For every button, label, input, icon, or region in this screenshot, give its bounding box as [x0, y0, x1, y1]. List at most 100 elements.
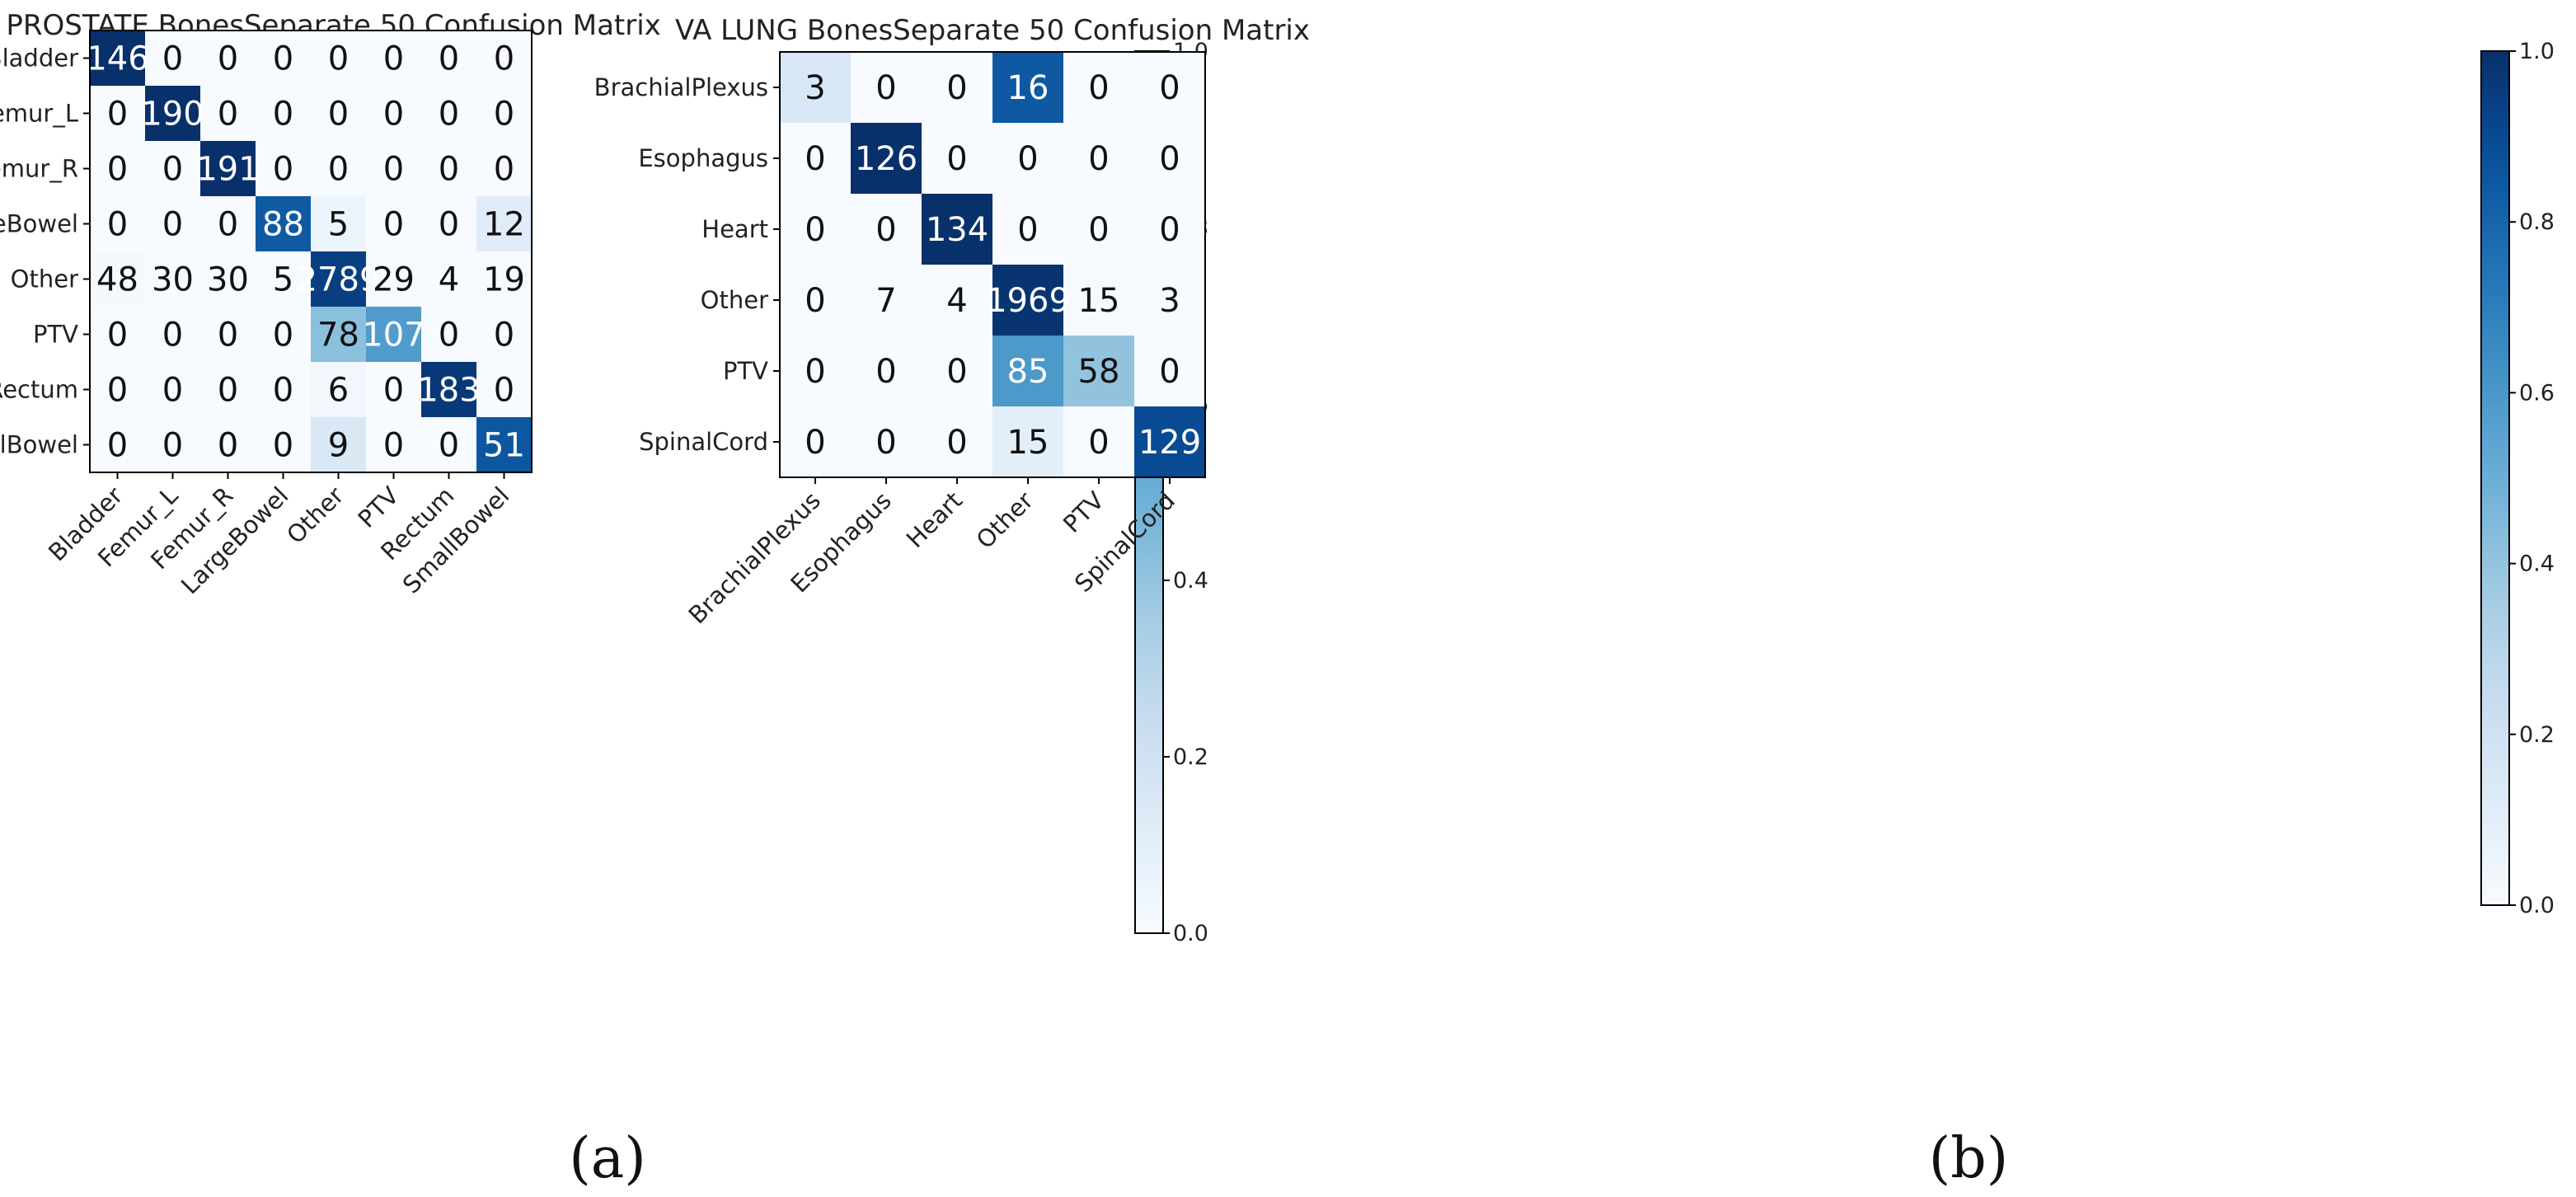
heatmap-cell [992, 123, 1064, 195]
heatmap-cell [311, 251, 367, 307]
heatmap-cell [1063, 265, 1135, 336]
heatmap-cell [922, 265, 993, 336]
heatmap-cell [1063, 336, 1135, 407]
cell-value-label: 191 [196, 151, 259, 189]
cell-value-label: 0 [805, 353, 825, 391]
cell-value-label: 0 [494, 151, 514, 189]
y-tick-label: BrachialPlexus [594, 73, 768, 101]
heatmap-cell [145, 362, 201, 418]
heatmap-cell [366, 141, 422, 197]
cell-value-label: 0 [494, 40, 514, 78]
heatmap-cell [476, 307, 533, 363]
cell-value-label: 0 [1088, 140, 1109, 178]
heatmap-cell [421, 141, 477, 197]
cell-value-labels: 3 0 0 16 0 00 126 0 0 0 00 0 134 0 0 00 7 4 1969 15 30 0 0 85 58… [805, 69, 1201, 462]
cell-value-labels: 146 0 0 0 0 0 0 00 190 0 0 0 0 0 00 0 191 0 0 0 0 00 0 0 88 5 0 0 12… [86, 40, 525, 465]
cell-value-label: 29 [373, 261, 415, 299]
cell-value-label: 5 [328, 206, 349, 244]
cell-value-label: 0 [439, 151, 459, 189]
cell-value-label: 190 [141, 96, 204, 134]
colorbar-tick-label: 0.0 [2519, 893, 2555, 918]
heatmap-cell [200, 251, 256, 307]
heatmap-cell [311, 31, 367, 87]
plot-frame [89, 30, 533, 473]
heatmap-cell [256, 141, 312, 197]
heatmap-cell [851, 406, 922, 478]
cell-value-label: 9 [328, 427, 349, 465]
cell-value-label: 0 [1159, 353, 1180, 391]
cell-value-label: 0 [107, 151, 128, 189]
heatmap-cell [780, 194, 852, 265]
cell-value-label: 0 [439, 206, 459, 244]
panel-caption: (b) [1929, 1126, 2009, 1191]
cell-value-label: 0 [1017, 211, 1038, 249]
heatmap-cell [922, 52, 993, 124]
heatmap-cell [992, 406, 1064, 478]
heatmap-cell [256, 251, 312, 307]
heatmap-cell [922, 406, 993, 478]
heatmap-cell [851, 194, 922, 265]
cell-value-label: 126 [855, 140, 917, 178]
heatmap-cell [311, 417, 367, 473]
cell-value-label: 0 [107, 317, 128, 354]
colorbar-tick-label: 0.2 [2519, 722, 2555, 748]
y-tick-label: PTV [33, 321, 78, 349]
heatmap-cell [200, 141, 256, 197]
cell-value-label: 6 [328, 372, 349, 410]
heatmap-cell [992, 194, 1064, 265]
cell-value-label: 0 [875, 69, 896, 107]
cell-value-label: 0 [162, 372, 183, 410]
cell-value-label: 4 [946, 282, 967, 320]
y-tick-label: Femur_L [0, 100, 78, 128]
cell-value-label: 129 [1138, 424, 1201, 462]
cell-value-label: 0 [273, 372, 293, 410]
heatmap-cell [366, 251, 422, 307]
heatmap-cell [1134, 194, 1206, 265]
cell-value-label: 0 [805, 424, 825, 462]
heatmap-cell [421, 86, 477, 142]
heatmap-cell [992, 336, 1064, 407]
colorbar-tick-label: 0.2 [1173, 744, 1208, 770]
cell-value-label: 0 [383, 151, 404, 189]
cell-value-label: 0 [439, 317, 459, 354]
cell-value-label: 0 [162, 317, 183, 354]
cell-value-label: 0 [946, 69, 967, 107]
colorbar-tick-label: 0.4 [2519, 552, 2555, 577]
heatmap-cell [256, 362, 312, 418]
cell-value-label: 0 [273, 40, 293, 78]
cell-value-label: 0 [439, 40, 459, 78]
heatmap-cell [145, 31, 201, 87]
y-tick-label: SmallBowel [0, 431, 78, 459]
heatmap-cell [256, 86, 312, 142]
cell-value-label: 5 [273, 261, 293, 299]
cell-value-label: 0 [1017, 140, 1038, 178]
heatmap-cell [200, 196, 256, 252]
heatmap-cell [145, 417, 201, 473]
heatmap-cell [421, 196, 477, 252]
heatmap-cell [256, 196, 312, 252]
cell-value-label: 0 [273, 317, 293, 354]
cell-value-label: 0 [875, 211, 896, 249]
heatmap-cell [366, 362, 422, 418]
heatmap-cell [780, 265, 852, 336]
cell-value-label: 0 [273, 151, 293, 189]
cell-value-label: 30 [152, 261, 194, 299]
chart-panel-0: VA PROSTATE BonesSeparate 50 Confusion M… [0, 9, 1208, 1191]
cell-value-label: 0 [439, 96, 459, 134]
colorbar-tick-label: 0.4 [1173, 568, 1208, 594]
heatmap-cell [476, 251, 533, 307]
heatmap-cell [90, 307, 146, 363]
heatmap-cell [476, 362, 533, 418]
heatmap-cell [780, 406, 852, 478]
cell-value-label: 0 [162, 206, 183, 244]
heatmap-cell [90, 196, 146, 252]
heatmap-cell [145, 141, 201, 197]
heatmap-cell [922, 194, 993, 265]
heatmap-cell [1063, 52, 1135, 124]
cell-value-label: 19 [483, 261, 525, 299]
heatmap-cell [851, 123, 922, 195]
cell-value-label: 0 [107, 372, 128, 410]
cell-value-label: 0 [383, 40, 404, 78]
heatmap-cell [421, 31, 477, 87]
